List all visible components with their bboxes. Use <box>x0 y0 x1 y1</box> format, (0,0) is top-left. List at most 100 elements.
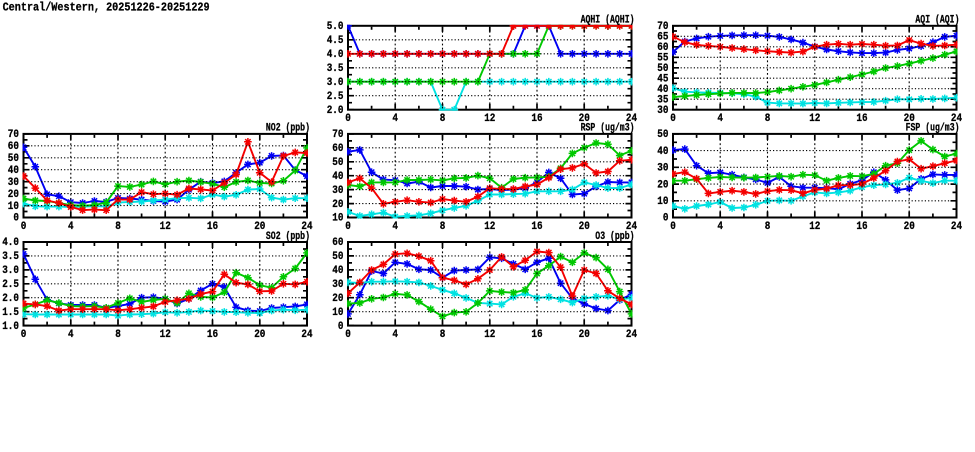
svg-text:12: 12 <box>160 221 171 233</box>
svg-text:10: 10 <box>657 196 668 208</box>
svg-text:20: 20 <box>254 329 265 341</box>
svg-text:AQI (AQI): AQI (AQI) <box>915 15 959 27</box>
svg-text:0: 0 <box>670 113 676 125</box>
svg-text:8: 8 <box>765 221 771 233</box>
svg-text:0: 0 <box>345 113 351 125</box>
svg-text:16: 16 <box>531 221 542 233</box>
svg-text:16: 16 <box>856 113 867 125</box>
svg-text:12: 12 <box>484 221 495 233</box>
svg-text:40: 40 <box>332 265 343 277</box>
svg-text:1.5: 1.5 <box>2 307 19 319</box>
svg-text:24: 24 <box>951 113 963 125</box>
svg-text:4: 4 <box>717 221 723 233</box>
svg-text:12: 12 <box>809 221 820 233</box>
svg-text:0: 0 <box>338 321 344 333</box>
svg-text:35: 35 <box>657 94 668 106</box>
svg-text:0: 0 <box>345 329 351 341</box>
svg-text:20: 20 <box>332 293 343 305</box>
svg-text:40: 40 <box>657 146 668 158</box>
svg-text:20: 20 <box>579 329 590 341</box>
svg-text:24: 24 <box>301 221 313 233</box>
svg-text:20: 20 <box>8 189 19 201</box>
svg-text:4: 4 <box>717 113 723 125</box>
svg-text:20: 20 <box>904 113 915 125</box>
svg-text:70: 70 <box>332 129 343 141</box>
svg-text:16: 16 <box>531 113 542 125</box>
svg-text:4: 4 <box>392 113 398 125</box>
svg-text:5.0: 5.0 <box>327 21 344 33</box>
svg-text:30: 30 <box>8 177 19 189</box>
svg-text:24: 24 <box>626 113 638 125</box>
svg-text:0: 0 <box>670 221 676 233</box>
svg-text:20: 20 <box>332 199 343 211</box>
svg-text:16: 16 <box>207 221 218 233</box>
svg-text:50: 50 <box>657 63 668 75</box>
svg-text:3.5: 3.5 <box>2 251 19 263</box>
svg-text:8: 8 <box>440 113 446 125</box>
svg-text:50: 50 <box>332 157 343 169</box>
svg-text:40: 40 <box>8 165 19 177</box>
svg-text:4: 4 <box>392 329 398 341</box>
svg-text:NO2 (ppb): NO2 (ppb) <box>266 123 310 135</box>
svg-text:SO2 (ppb): SO2 (ppb) <box>266 231 310 243</box>
svg-text:20: 20 <box>579 113 590 125</box>
svg-text:2.5: 2.5 <box>327 91 344 103</box>
svg-text:12: 12 <box>484 113 495 125</box>
svg-text:40: 40 <box>332 171 343 183</box>
svg-text:45: 45 <box>657 73 668 85</box>
svg-text:50: 50 <box>657 129 668 141</box>
svg-text:70: 70 <box>8 129 19 141</box>
svg-text:O3 (ppb): O3 (ppb) <box>595 231 634 243</box>
svg-text:50: 50 <box>332 251 343 263</box>
svg-text:2.0: 2.0 <box>2 293 19 305</box>
svg-text:40: 40 <box>657 84 668 96</box>
svg-text:12: 12 <box>160 329 171 341</box>
svg-text:30: 30 <box>657 105 668 117</box>
svg-text:2.0: 2.0 <box>327 105 344 117</box>
svg-text:RSP (ug/m3): RSP (ug/m3) <box>581 123 635 135</box>
svg-text:24: 24 <box>626 329 638 341</box>
svg-text:12: 12 <box>809 113 820 125</box>
svg-text:3.5: 3.5 <box>327 63 344 75</box>
svg-text:16: 16 <box>856 221 867 233</box>
svg-text:8: 8 <box>440 329 446 341</box>
svg-text:4: 4 <box>392 221 398 233</box>
svg-text:30: 30 <box>332 279 343 291</box>
svg-text:60: 60 <box>8 141 19 153</box>
svg-text:AQHI (AQHI): AQHI (AQHI) <box>581 15 635 27</box>
svg-text:0: 0 <box>21 221 27 233</box>
svg-text:8: 8 <box>440 221 446 233</box>
svg-text:8: 8 <box>115 221 121 233</box>
svg-text:24: 24 <box>626 221 638 233</box>
svg-text:60: 60 <box>332 143 343 155</box>
svg-text:10: 10 <box>8 201 19 213</box>
svg-text:3.0: 3.0 <box>327 77 344 89</box>
svg-text:65: 65 <box>657 32 668 44</box>
svg-text:16: 16 <box>207 329 218 341</box>
svg-text:4: 4 <box>68 221 74 233</box>
svg-text:Central/Western, 20251226-2025: Central/Western, 20251226-20251229 <box>3 1 210 15</box>
svg-text:50: 50 <box>8 153 19 165</box>
svg-text:FSP (ug/m3): FSP (ug/m3) <box>906 123 960 135</box>
svg-text:70: 70 <box>657 21 668 33</box>
svg-text:12: 12 <box>484 329 495 341</box>
svg-text:24: 24 <box>301 329 313 341</box>
svg-text:55: 55 <box>657 53 668 65</box>
svg-text:4.0: 4.0 <box>2 237 19 249</box>
svg-text:0: 0 <box>13 213 19 225</box>
svg-text:0: 0 <box>345 221 351 233</box>
svg-text:1.0: 1.0 <box>2 321 19 333</box>
svg-text:24: 24 <box>951 221 963 233</box>
svg-text:30: 30 <box>332 185 343 197</box>
svg-text:10: 10 <box>332 213 343 225</box>
svg-text:20: 20 <box>254 221 265 233</box>
svg-text:10: 10 <box>332 307 343 319</box>
svg-text:20: 20 <box>904 221 915 233</box>
svg-text:8: 8 <box>765 113 771 125</box>
svg-text:8: 8 <box>115 329 121 341</box>
svg-text:4.5: 4.5 <box>327 35 344 47</box>
svg-text:4.0: 4.0 <box>327 49 344 61</box>
svg-text:30: 30 <box>657 163 668 175</box>
svg-text:16: 16 <box>531 329 542 341</box>
svg-text:60: 60 <box>657 42 668 54</box>
